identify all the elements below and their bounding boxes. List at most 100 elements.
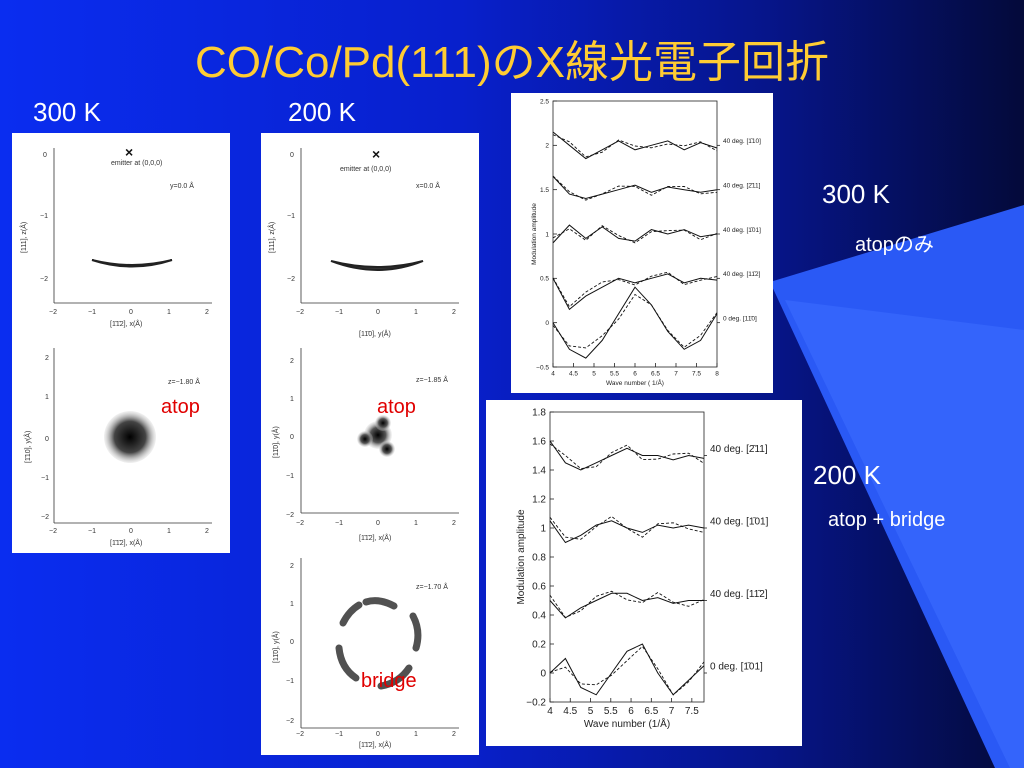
series-line-exp [552,131,718,160]
series-label: 40 deg. [2̄11] [723,183,761,190]
x-tick-label: 6 [633,371,637,378]
tick-x-4: 2 [205,309,209,316]
series-line-calc [552,293,718,349]
series-line-exp [552,286,718,359]
x-axis-label: Wave number (1/Å) [584,717,670,730]
x-tick-label: 4 [547,706,553,717]
tick-y-b0: 2 [45,355,49,362]
y-tick-label: 2.5 [540,98,549,105]
density-ring-bridge [335,597,422,690]
series-line-calc [549,515,705,540]
tick-x-b2: 0 [129,528,133,535]
emitter-label: emitter at (0,0,0) [111,160,162,167]
series-label: 40 deg. [11̄2] [710,589,768,600]
panel-300k-images: 0 −1 −2 −2 −1 0 1 2 [1̄1̄2], x(Å) [111],… [12,133,230,553]
y-tick-label: 0.8 [532,553,546,564]
x-tick-label: 5.5 [604,706,618,717]
x-tick-label: 4.5 [569,371,578,378]
xlabel-mid-middle: [1̄1̄2], x(Å) [359,533,391,542]
tick-y-mb1: 1 [290,601,294,608]
tick-x-2: 0 [129,309,133,316]
y-tick-label: 1.6 [532,437,546,448]
series-line-exp [552,224,718,244]
y-tick-label: −0.5 [536,364,549,371]
density-blob-atop [104,411,156,463]
density-blob-mid-atop [357,415,395,457]
series-line-calc [552,225,718,244]
x-tick-label: 7 [674,371,678,378]
slice-label-mid-bottom: z=−1.70 Å [416,582,448,591]
series-line-calc [549,443,705,470]
site-label-mid-atop: atop [377,396,416,418]
chart-200k-svg: 1.8 1.6 1.4 1.2 1 0.8 0.6 0.4 0.2 0 −0.24 4.5 5 5.5 6 6… [516,408,769,731]
tick-y-mm3: −1 [286,473,294,480]
tick-x-mm0: −2 [296,520,304,527]
tick-x-0: −2 [49,309,57,316]
tick-x-m0: −2 [296,309,304,316]
series-line-exp [552,273,718,311]
ylabel-bottom: [1̄10], y(Å) [23,431,32,463]
site-label-mid-bridge: bridge [361,670,417,692]
series-line-calc [552,134,718,158]
tick-x-m4: 2 [452,309,456,316]
tick-x-1: −1 [88,309,96,316]
tick-y-1: −1 [40,213,48,220]
xlabel-mid-bottom: [1̄1̄2], x(Å) [359,740,391,749]
xlabel-top: [1̄1̄2], x(Å) [110,319,142,328]
label-atop-only: atopのみ [855,234,934,256]
label-200k-right: 200 K [813,460,881,490]
y-tick-label: 2 [545,143,549,150]
y-tick-label: 1 [540,524,546,535]
y-tick-label: 0.4 [532,611,546,622]
tick-x-mb0: −2 [296,731,304,738]
label-atop-bridge: atop + bridge [828,509,946,531]
series-line-exp [552,176,718,200]
tick-x-b1: −1 [88,528,96,535]
xlabel-bottom: [1̄1̄2], x(Å) [110,538,142,547]
y-tick-label: 0.2 [532,640,546,651]
y-tick-label: 1.8 [532,408,546,419]
tick-x-3: 1 [167,309,171,316]
ylabel-mid-bottom: [11̄0], y(Å) [271,631,280,663]
tick-x-b4: 2 [205,528,209,535]
tick-x-b3: 1 [167,528,171,535]
tick-y-mb2: 0 [290,639,294,646]
y-tick-label: 0.5 [540,276,549,283]
tick-y-m0: 0 [290,152,294,159]
y-axis-label: Modulation amplitude [516,509,527,604]
emitter-label-mid: emitter at (0,0,0) [340,166,391,173]
label-300k-left: 300 K [33,97,101,127]
tick-x-mm1: −1 [335,520,343,527]
label-300k-right: 300 K [822,179,890,209]
x-tick-label: 4 [551,371,555,378]
density-arc-mid [330,260,424,271]
tick-x-mm4: 2 [452,520,456,527]
series-label: 40 deg. [1̄01] [710,516,769,527]
tick-x-m2: 0 [376,309,380,316]
tick-x-mm2: 0 [376,520,380,527]
y-tick-label: 1.5 [540,187,549,194]
slice-label-bottom: z=−1.80 Å [168,377,200,386]
y-tick-label: 0.6 [532,582,546,593]
tick-y-m1: −1 [287,213,295,220]
x-tick-label: 6 [628,706,634,717]
x-tick-label: 7.5 [692,371,701,378]
chart-300k-svg: 2.5 2 1.5 1 0.5 0 −0.54 4.5 5 5.5 6 6.5 7 7.5 8 Wave nu… [531,98,761,387]
tick-y-mb3: −1 [286,678,294,685]
ylabel-top: [111], z(Å) [19,222,28,253]
series-label: 0 deg. [1̄01] [710,661,763,672]
tick-x-mm3: 1 [414,520,418,527]
tick-y-m2: −2 [287,276,295,283]
series-line-calc [549,590,705,619]
tick-y-b4: −2 [41,514,49,521]
y-tick-label: 1.2 [532,495,546,506]
series-line-exp [549,592,704,619]
series-line-exp [549,520,705,544]
tick-x-m3: 1 [414,309,418,316]
tick-x-m1: −1 [335,309,343,316]
x-axis-label: Wave number ( 1/Å) [606,378,664,387]
tick-y-mm1: 1 [290,396,294,403]
tick-y-b2: 0 [45,436,49,443]
site-label-atop: atop [161,396,200,418]
